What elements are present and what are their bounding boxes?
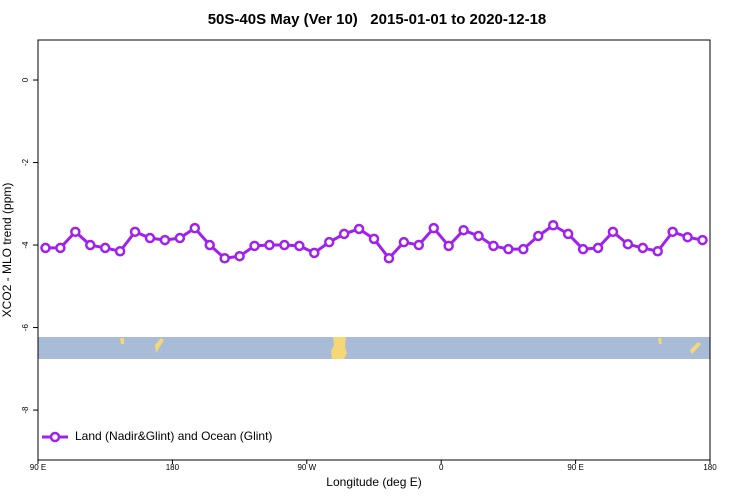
point bbox=[622, 238, 634, 250]
point bbox=[40, 242, 51, 254]
point bbox=[428, 222, 439, 234]
legend-marker bbox=[49, 431, 61, 443]
x-tick-label: 180 bbox=[166, 463, 180, 472]
y-tick-label: -4 bbox=[21, 241, 30, 249]
point bbox=[368, 233, 380, 245]
y-tick-label: -8 bbox=[21, 406, 30, 414]
land-ocean-band bbox=[38, 337, 710, 359]
y-axis-label: XCO2 - MLO trend (ppm) bbox=[0, 183, 14, 318]
y-tick-label: -2 bbox=[21, 158, 30, 166]
point bbox=[323, 236, 335, 248]
point bbox=[338, 228, 350, 240]
x-tick-label: 90 W bbox=[297, 463, 316, 472]
point bbox=[264, 239, 275, 251]
point bbox=[189, 222, 201, 234]
y-tick-label: -6 bbox=[21, 323, 30, 331]
point bbox=[533, 230, 544, 242]
point bbox=[85, 239, 96, 251]
point bbox=[70, 226, 81, 238]
point bbox=[562, 228, 574, 240]
point bbox=[592, 242, 604, 254]
ocean-strip bbox=[38, 337, 710, 359]
point bbox=[637, 242, 649, 254]
plot-frame bbox=[37, 39, 711, 461]
point bbox=[219, 253, 230, 264]
point bbox=[547, 219, 559, 231]
point bbox=[682, 231, 693, 243]
point bbox=[607, 226, 619, 238]
point bbox=[398, 236, 410, 248]
point bbox=[55, 242, 66, 254]
y-tick-label: 0 bbox=[21, 77, 30, 82]
point bbox=[353, 223, 365, 235]
x-tick-label: 0 bbox=[439, 463, 444, 472]
point bbox=[129, 226, 141, 238]
x-tick-label: 90 E bbox=[567, 463, 583, 472]
x-tick-label: 90 E bbox=[30, 463, 46, 472]
point bbox=[518, 243, 529, 255]
point bbox=[473, 230, 484, 242]
point bbox=[249, 240, 260, 252]
point bbox=[503, 243, 514, 255]
point bbox=[294, 240, 305, 252]
x-axis-label: Longitude (deg E) bbox=[326, 475, 421, 489]
point bbox=[204, 239, 215, 251]
point bbox=[577, 243, 589, 255]
point bbox=[174, 232, 186, 244]
point bbox=[488, 240, 499, 252]
point bbox=[234, 250, 245, 262]
point bbox=[144, 232, 156, 244]
x-tick-label: 180 bbox=[703, 463, 717, 472]
point bbox=[443, 240, 454, 252]
point bbox=[667, 226, 678, 238]
point bbox=[458, 224, 469, 236]
point bbox=[413, 239, 425, 251]
point bbox=[697, 234, 708, 246]
point bbox=[114, 245, 126, 257]
point bbox=[652, 245, 663, 257]
point bbox=[159, 234, 171, 246]
chart-title: 50S-40S May (Ver 10) 2015-01-01 to 2020-… bbox=[208, 11, 547, 28]
point bbox=[279, 239, 290, 251]
point bbox=[99, 242, 111, 254]
point bbox=[309, 247, 320, 259]
point bbox=[383, 253, 395, 264]
legend-label: Land (Nadir&Glint) and Ocean (Glint) bbox=[75, 429, 272, 443]
